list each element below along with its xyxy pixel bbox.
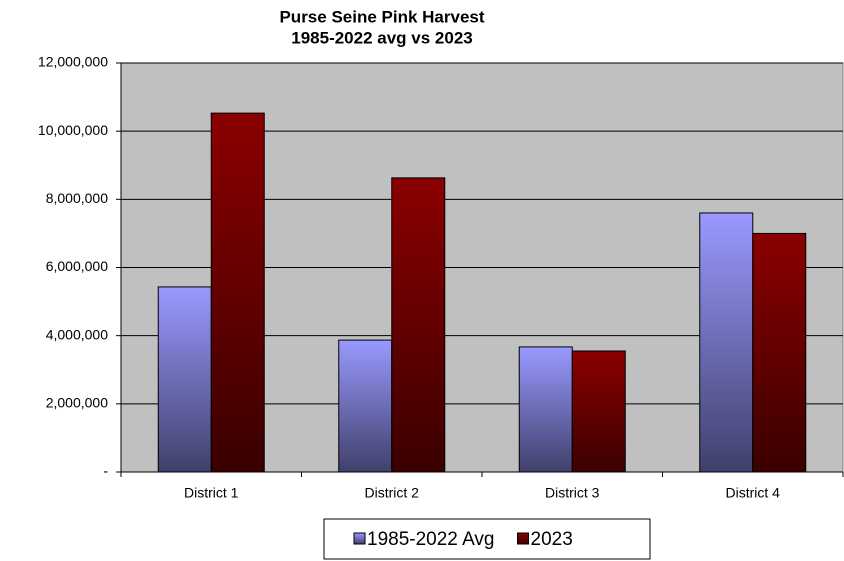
bar [699, 212, 754, 473]
bar [338, 339, 393, 473]
y-tick-label: 2,000,000 [46, 395, 108, 411]
y-tick-label: 8,000,000 [46, 190, 108, 206]
legend-label: 1985-2022 Avg [367, 529, 495, 550]
chart-title: Purse Seine Pink Harvest [279, 7, 484, 26]
bar [518, 346, 573, 473]
bar [157, 286, 212, 473]
bar [752, 232, 807, 473]
legend-label: 2023 [531, 529, 573, 550]
bar [391, 177, 446, 473]
x-tick-label: District 2 [365, 485, 420, 501]
x-tick-label: District 4 [726, 485, 781, 501]
legend-swatch [353, 532, 366, 545]
y-tick-label: 10,000,000 [38, 122, 108, 138]
y-tick-label: - [103, 463, 108, 479]
bar [210, 112, 265, 473]
y-tick-label: 4,000,000 [46, 326, 108, 342]
legend-swatch [517, 532, 529, 545]
x-tick-label: District 1 [184, 485, 239, 501]
x-tick-label: District 3 [545, 485, 600, 501]
bar [571, 350, 626, 473]
y-tick-label: 12,000,000 [38, 54, 108, 70]
legend-box [323, 518, 651, 560]
chart-subtitle: 1985-2022 avg vs 2023 [291, 28, 473, 47]
y-tick-label: 6,000,000 [46, 258, 108, 274]
